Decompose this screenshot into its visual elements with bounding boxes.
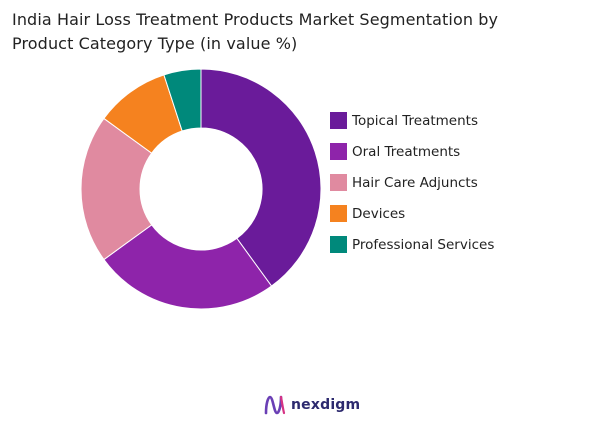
logo-text: nexdigm <box>291 397 361 413</box>
legend-item-oral-treatments: Oral Treatments <box>330 136 590 167</box>
legend-swatch-oral-treatments <box>330 143 347 160</box>
chart-legend: Topical Treatments Oral Treatments Hair Ca… <box>330 105 590 260</box>
legend-item-devices: Devices <box>330 198 590 229</box>
donut-slice-hair-care-adjuncts <box>80 117 153 261</box>
legend-swatch-topical-treatments <box>330 112 347 129</box>
legend-item-professional-services: Professional Services <box>330 229 590 260</box>
donut-slice-professional-services <box>163 68 202 132</box>
legend-item-topical-treatments: Topical Treatments <box>330 105 590 136</box>
legend-swatch-hair-care-adjuncts <box>330 174 347 191</box>
legend-swatch-professional-services <box>330 236 347 253</box>
legend-label-professional-services: Professional Services <box>352 236 495 253</box>
legend-item-hair-care-adjuncts: Hair Care Adjuncts <box>330 167 590 198</box>
legend-label-topical-treatments: Topical Treatments <box>352 112 478 129</box>
donut-slice-topical-treatments <box>200 68 322 287</box>
legend-label-oral-treatments: Oral Treatments <box>352 143 461 160</box>
chart-title-line-2: Product Category Type (in value %) <box>12 34 298 53</box>
legend-swatch-devices <box>330 205 347 222</box>
brand-logo: nexdigm <box>263 394 360 416</box>
legend-label-hair-care-adjuncts: Hair Care Adjuncts <box>352 174 478 191</box>
donut-slice-oral-treatments <box>103 224 273 310</box>
chart-title-line-1: India Hair Loss Treatment Products Marke… <box>12 10 499 29</box>
legend-label-devices: Devices <box>352 205 406 222</box>
nexdigm-logo-icon <box>264 395 286 415</box>
chart-title: India Hair Loss Treatment Products Marke… <box>12 8 587 56</box>
